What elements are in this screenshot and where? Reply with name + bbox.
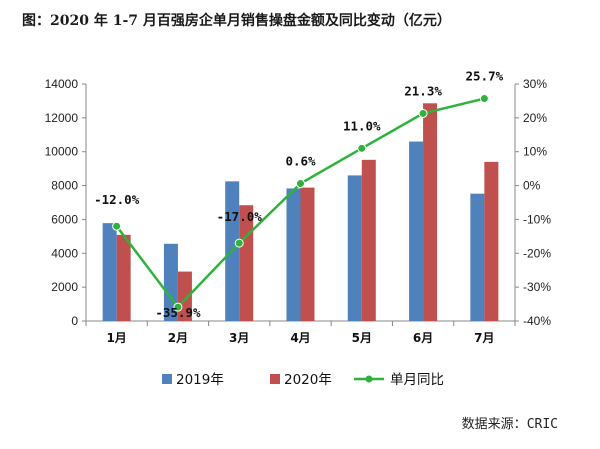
y-left-tick-label: 2000: [51, 280, 78, 294]
legend-swatch-1: [162, 374, 172, 384]
bar-2020-4: [300, 187, 315, 321]
yoy-point-4: [296, 179, 305, 189]
x-tick-label: 6月: [413, 331, 433, 345]
bar-series-group: [102, 103, 499, 321]
legend-swatch-2: [270, 374, 280, 384]
y-right-tick-label: 0%: [523, 179, 541, 193]
yoy-data-label: -35.9%: [155, 305, 201, 320]
bar-2020-1: [116, 234, 131, 321]
bar-2019-7: [470, 193, 485, 321]
yoy-data-label: -12.0%: [94, 192, 140, 207]
data-label-group: -12.0% -35.9% -17.0% 0.6% 11.0% 21.3% 25.7%: [94, 69, 504, 321]
yoy-point-1: [112, 221, 122, 231]
legend-marker: [365, 375, 373, 383]
yoy-data-label: -17.0%: [217, 209, 263, 224]
x-tick-label: 7月: [474, 331, 494, 345]
y-right-tick-label: 10%: [523, 145, 547, 159]
yoy-data-label: 21.3%: [404, 83, 442, 98]
y-left-tick-label: 14000: [45, 77, 79, 91]
yoy-data-label: 25.7%: [466, 69, 504, 84]
bar-2020-6: [423, 103, 438, 321]
x-tick-label: 5月: [352, 331, 372, 345]
x-tick-label: 4月: [290, 331, 310, 345]
x-tick-label: 3月: [229, 331, 249, 345]
yoy-point-5: [357, 143, 367, 153]
y-left-tick-label: 10000: [45, 145, 79, 159]
source-value: CRIC: [526, 417, 558, 432]
y-left-tick-label: 12000: [45, 111, 79, 125]
yoy-data-label: 0.6%: [285, 154, 316, 169]
bar-2020-7: [484, 161, 499, 321]
y-left-tick-label: 0: [71, 314, 78, 328]
y-right-tick-label: -40%: [523, 314, 551, 328]
y-right-tick-label: -20%: [523, 246, 551, 260]
y-left-tick-label: 6000: [51, 212, 78, 226]
bar-2019-6: [409, 141, 424, 321]
source-note: 数据来源：CRIC: [462, 413, 558, 432]
yoy-point-2: [173, 302, 183, 312]
x-tick-label: 1月: [106, 331, 126, 345]
y-left-tick-label: 8000: [51, 179, 78, 193]
y-right-tick-label: -30%: [523, 280, 551, 294]
x-tick-label: 2月: [168, 331, 188, 345]
yoy-point-7: [479, 94, 489, 104]
y-right-tick-label: 20%: [523, 111, 547, 125]
chart-legend: 2019年 2020年 单月同比: [162, 372, 444, 388]
chart-axes: 0 2000 4000 6000 8000 10000 12000 14000 -40% -30%…: [45, 77, 552, 345]
bar-2019-5: [347, 175, 362, 321]
legend-label-1: 2019年: [176, 372, 224, 388]
bar-2020-5: [361, 159, 376, 321]
bar-2019-4: [286, 188, 301, 321]
source-label: 数据来源：: [461, 417, 527, 432]
y-right-tick-label: 30%: [523, 77, 547, 91]
chart-title: 图：2020 年 1-7 月百强房企单月销售操盘金额及同比变动（亿元）: [22, 13, 451, 29]
yoy-line-group: [112, 94, 489, 312]
y-right-tick-label: -10%: [523, 212, 551, 226]
bar-2019-1: [102, 223, 117, 321]
legend-label-3: 单月同比: [390, 372, 444, 388]
y-left-tick-label: 4000: [51, 246, 78, 260]
yoy-point-3: [234, 238, 244, 248]
legend-label-2: 2020年: [284, 372, 332, 388]
yoy-data-label: 11.0%: [343, 118, 381, 133]
yoy-point-6: [418, 108, 428, 118]
